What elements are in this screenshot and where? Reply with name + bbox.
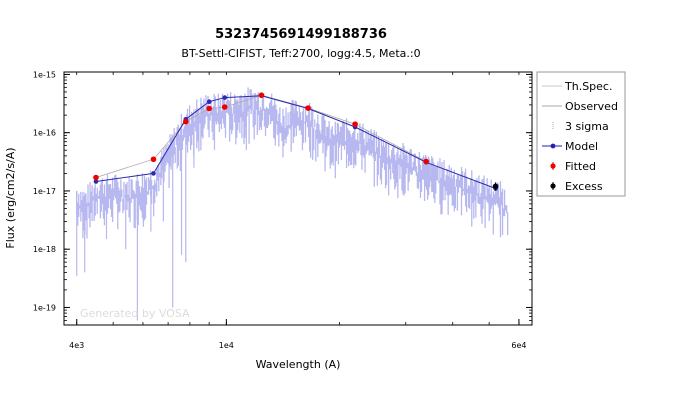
model-point [151, 171, 156, 176]
y-axis: 1e-15 1e-16 1e-17 1e-18 1e-19 [33, 70, 532, 326]
legend-swatch-marker [550, 183, 556, 189]
fitted-point [423, 158, 429, 165]
y-tick-label: 1e-16 [33, 129, 56, 138]
y-tick-label: 1e-15 [33, 70, 56, 79]
fitted-point [182, 118, 189, 125]
y-tick-label: 1e-19 [33, 303, 56, 312]
y-axis-label: Flux (erg/cm2/s/A) [4, 147, 17, 248]
fitted-point [221, 104, 228, 110]
legend-label: Th.Spec. [564, 80, 612, 93]
model-point [222, 95, 228, 100]
observed-spectrum [76, 87, 509, 321]
x-axis-label: Wavelength (A) [256, 358, 341, 371]
legend-box [536, 71, 626, 197]
fitted-point [93, 174, 99, 181]
x-tick-label: 1e4 [219, 341, 234, 350]
x-tick-label: 6e4 [511, 341, 526, 350]
fitted-point [150, 156, 157, 163]
legend-swatch-marker [550, 143, 556, 149]
legend-label: Fitted [565, 160, 596, 173]
legend: Th.Spec. Observed 3 sigma Model Fitted Excess [536, 71, 626, 197]
photometry-points [93, 92, 499, 191]
x-axis: 4e3 1e4 6e4 [69, 72, 526, 350]
legend-label: Model [565, 140, 598, 153]
model-line [95, 95, 496, 189]
legend-label: Observed [565, 100, 618, 113]
y-tick-label: 1e-18 [33, 245, 56, 254]
model-point [93, 179, 99, 184]
watermark-text: Generated by VOSA [80, 307, 190, 320]
fitted-point [352, 121, 358, 127]
fitted-point [258, 92, 265, 98]
y-tick-label: 1e-17 [33, 187, 56, 196]
legend-label: 3 sigma [565, 120, 609, 133]
model-point [206, 99, 212, 105]
legend-swatch-marker [550, 163, 556, 169]
fitted-point [305, 105, 311, 111]
legend-label: Excess [565, 180, 603, 193]
chart-title: 5323745691499188736 [215, 27, 387, 42]
excess-point [492, 183, 499, 190]
x-tick-label: 4e3 [69, 341, 84, 350]
chart-subtitle: BT-Settl-CIFIST, Teff:2700, logg:4.5, Me… [181, 47, 420, 60]
fitted-point [206, 105, 212, 112]
